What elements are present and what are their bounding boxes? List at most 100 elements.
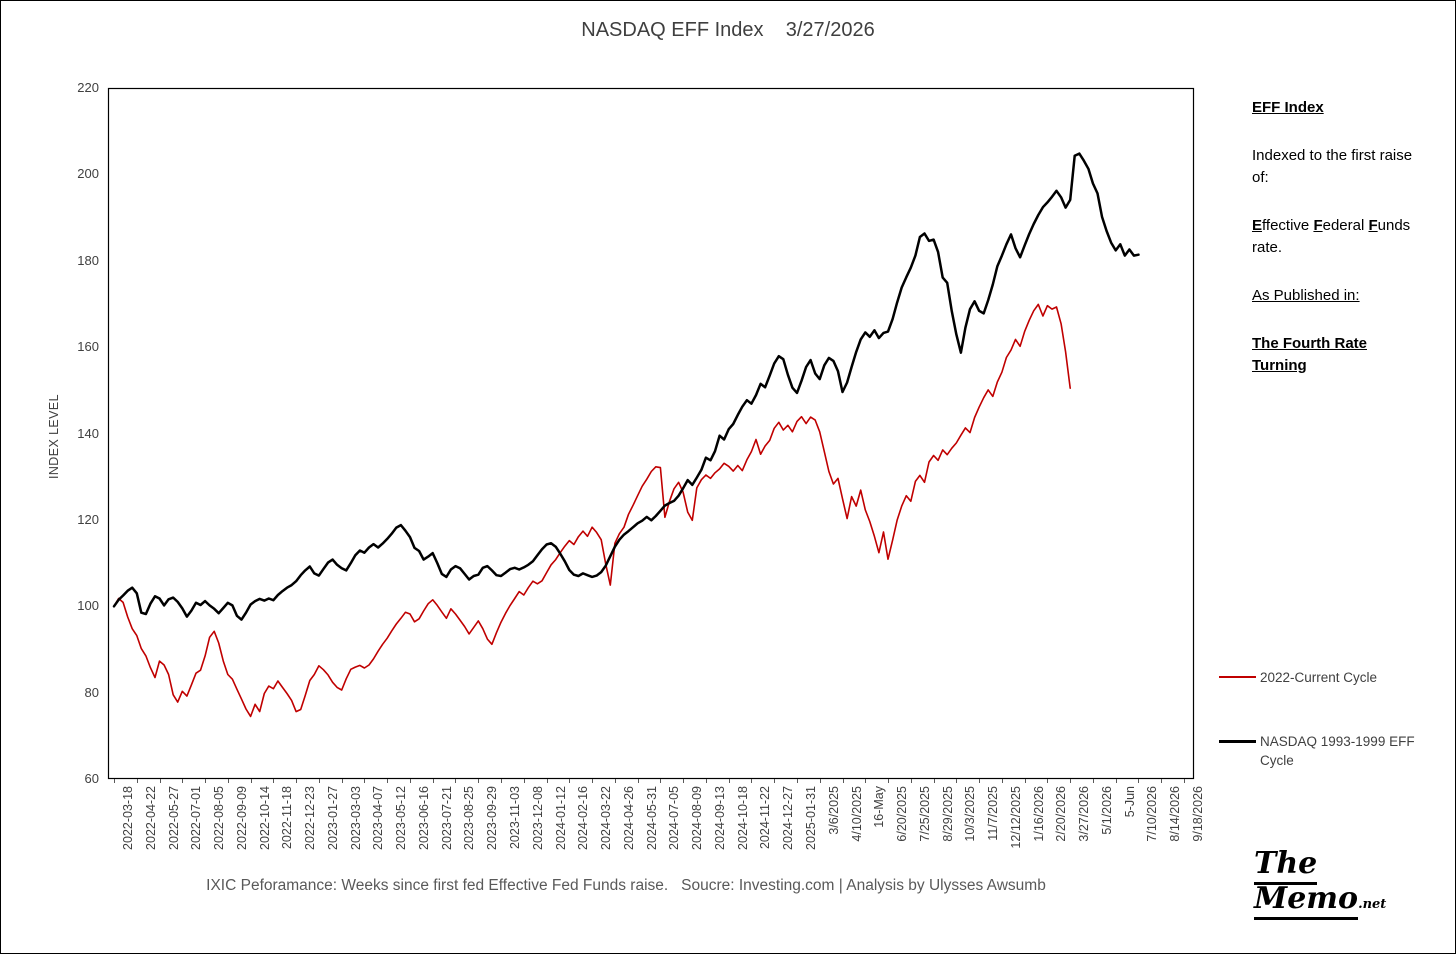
- x-tick-label: 2024-05-31: [644, 786, 659, 850]
- y-tick-label: 140: [77, 425, 99, 441]
- x-tick-label: 5/1/2026: [1099, 786, 1114, 835]
- legend-item-current-cycle: 2022-Current Cycle: [1219, 668, 1430, 687]
- x-tick-mark: [1115, 779, 1117, 783]
- legend-label-1990s-cycle: NASDAQ 1993-1999 EFF Cycle: [1260, 734, 1415, 768]
- x-tick-mark: [1047, 779, 1049, 783]
- x-tick-label: 6/20/2025: [895, 786, 910, 842]
- x-tick-mark: [592, 779, 594, 783]
- x-tick-label: 3/27/2026: [1077, 786, 1092, 842]
- x-tick-mark: [660, 779, 662, 783]
- x-tick-mark: [1161, 779, 1163, 783]
- y-tick-label: 200: [77, 166, 99, 182]
- x-tick-mark: [1070, 779, 1072, 783]
- x-tick-label: 2022-09-09: [234, 786, 249, 850]
- x-tick-mark: [614, 779, 616, 783]
- x-tick-label: 2024-02-16: [576, 786, 591, 850]
- x-tick-mark: [819, 779, 821, 783]
- x-tick-mark: [523, 779, 525, 783]
- x-tick-mark: [751, 779, 753, 783]
- x-tick-mark: [182, 779, 184, 783]
- x-tick-label: 2022-05-27: [166, 786, 181, 850]
- x-tick-label: 2024-08-09: [690, 786, 705, 850]
- y-tick-label: 160: [77, 339, 99, 355]
- x-tick-label: 2023-09-29: [485, 786, 500, 850]
- x-tick-label: 4/10/2025: [849, 786, 864, 842]
- x-tick-mark: [933, 779, 935, 783]
- x-tick-mark: [387, 779, 389, 783]
- x-tick-label: 2024-01-12: [553, 786, 568, 850]
- x-tick-mark: [683, 779, 685, 783]
- x-tick-label: 2023-01-27: [325, 786, 340, 850]
- x-tick-label: 2022-04-22: [143, 786, 158, 850]
- y-tick-label: 120: [77, 511, 99, 527]
- x-tick-mark: [455, 779, 457, 783]
- x-tick-mark: [364, 779, 366, 783]
- annotation-sidebar: EFF Index Indexed to the first raise of: E…: [1252, 97, 1424, 403]
- x-tick-mark: [705, 779, 707, 783]
- x-tick-mark: [1138, 779, 1140, 783]
- x-tick-label: 2022-10-14: [257, 786, 272, 850]
- y-tick-label: 60: [84, 771, 99, 786]
- x-tick-label: 2024-10-18: [735, 786, 750, 850]
- sidebar-block: EFF Index: [1252, 99, 1324, 116]
- x-tick-label: 2024-03-22: [599, 786, 614, 850]
- x-tick-mark: [546, 779, 548, 783]
- series-line-0: [113, 303, 1072, 718]
- x-tick-label: 10/3/2025: [963, 786, 978, 842]
- x-tick-mark: [501, 779, 503, 783]
- the-memo-logo-text: The Memo: [1254, 846, 1359, 920]
- x-tick-mark: [478, 779, 480, 783]
- x-tick-label: 2022-12-23: [303, 786, 318, 850]
- x-tick-label: 16-May: [872, 786, 887, 828]
- x-tick-mark: [956, 779, 958, 783]
- the-memo-logo: The Memo.net: [1254, 846, 1455, 920]
- x-tick-mark: [865, 779, 867, 783]
- plot-area: [107, 87, 1195, 780]
- x-tick-label: 2024-04-26: [621, 786, 636, 850]
- x-tick-mark: [341, 779, 343, 783]
- y-tick-label: 80: [84, 684, 99, 700]
- x-tick-label: 2023-03-03: [348, 786, 363, 850]
- x-tick-label: 2022-08-05: [212, 786, 227, 850]
- x-tick-label: 2024-07-05: [667, 786, 682, 850]
- x-tick-label: 7/25/2025: [917, 786, 932, 842]
- x-tick-mark: [1024, 779, 1026, 783]
- x-tick-mark: [432, 779, 434, 783]
- x-tick-label: 2023-12-08: [530, 786, 545, 850]
- x-tick-mark: [409, 779, 411, 783]
- x-tick-label: 2023-05-12: [394, 786, 409, 850]
- x-tick-mark: [888, 779, 890, 783]
- x-tick-mark: [637, 779, 639, 783]
- x-tick-label: 8/29/2025: [940, 786, 955, 842]
- sidebar-block: Effective Federal Funds rate.: [1252, 217, 1411, 256]
- the-memo-logo-suffix: .net: [1358, 897, 1387, 912]
- x-tick-mark: [774, 779, 776, 783]
- x-tick-label: 9/18/2026: [1191, 786, 1205, 842]
- x-tick-label: 2025-01-31: [803, 786, 818, 850]
- legend-line-red: [1219, 676, 1256, 678]
- x-tick-mark: [1184, 779, 1185, 783]
- x-tick-mark: [728, 779, 730, 783]
- x-tick-mark: [159, 779, 161, 783]
- x-tick-label: 2022-07-01: [189, 786, 204, 850]
- plot-border: [107, 87, 1195, 780]
- x-tick-mark: [318, 779, 320, 783]
- x-tick-label: 2/20/2026: [1054, 786, 1069, 842]
- x-tick-label: 2024-12-27: [781, 786, 796, 850]
- x-tick-mark: [842, 779, 844, 783]
- y-tick-label: 180: [77, 252, 99, 268]
- legend-label-current-cycle: 2022-Current Cycle: [1260, 670, 1378, 685]
- y-tick-label: 100: [77, 598, 99, 614]
- x-tick-label: 2023-06-16: [416, 786, 431, 850]
- x-tick-label: 2023-08-25: [462, 786, 477, 850]
- x-tick-mark: [250, 779, 252, 783]
- legend-line-black: [1219, 740, 1256, 743]
- x-tick-mark: [1001, 779, 1003, 783]
- x-tick-mark: [910, 779, 912, 783]
- x-tick-label: 8/14/2026: [1168, 786, 1183, 842]
- x-tick-label: 2024-11-22: [758, 786, 773, 850]
- x-tick-label: 12/12/2025: [1008, 786, 1023, 849]
- x-tick-mark: [1092, 779, 1094, 783]
- x-tick-mark: [114, 779, 115, 783]
